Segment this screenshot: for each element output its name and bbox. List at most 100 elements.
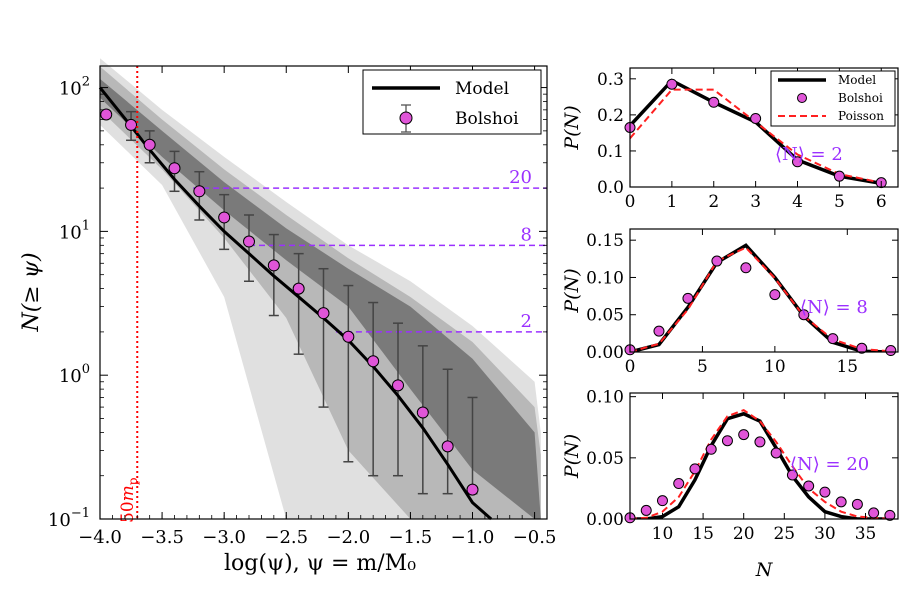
bolshoi-point [193, 185, 206, 198]
inner-band [100, 78, 541, 519]
pn-legend-label: Model [838, 73, 876, 87]
pn-x-axis-label: N [755, 559, 774, 581]
pn-panel-mean-2: 0 1 2 3 4 5 6 0.0 0.1 0.2 0.3 P(N) ⟨N⟩ = 2 Model Bolsh… [561, 67, 899, 212]
bolshoi-point [125, 118, 138, 131]
pn-bolshoi-point [721, 435, 733, 447]
pn-y-axis-label: P(N) [561, 105, 583, 150]
pn-plot-frame [629, 67, 899, 188]
legend-bolshoi-label: Bolshoi [455, 109, 519, 129]
pn-y-tick-label: 0.10 [586, 388, 624, 408]
bolshoi-point [267, 259, 280, 272]
pn-x-tick-label: 15 [836, 357, 858, 377]
pn-bolshoi-point [856, 342, 868, 354]
x-tick-label: −2.0 [326, 527, 370, 548]
pn-x-tick-label: 20 [733, 524, 755, 544]
pn-bolshoi-point [708, 96, 720, 108]
bolshoi-point [466, 483, 479, 496]
main-y-ticks: 102 101 100 10−1 [48, 75, 547, 531]
pn-x-tick-label: 35 [855, 524, 877, 544]
pn-x-tick-label: 10 [652, 524, 674, 544]
bolshoi-point [367, 355, 380, 368]
model-scatter-bands [100, 58, 541, 519]
pn-x-tick-label: 0 [625, 357, 636, 377]
threshold-label: 20 [509, 167, 532, 188]
mass-resolution-label: 50mp [118, 477, 140, 523]
pn-y-tick-label: 0.0 [597, 178, 624, 198]
pn-bolshoi-point [769, 289, 781, 301]
pn-bolshoi-point [827, 333, 839, 345]
x-tick-label: −1.0 [451, 527, 495, 548]
main-x-axis-label: log(ψ), ψ = m/M₀ [224, 551, 416, 576]
x-tick-label: −1.5 [389, 527, 433, 548]
pn-x-tick-label: 25 [773, 524, 795, 544]
pn-y-tick-label: 0.00 [586, 510, 624, 530]
threshold-label: 2 [521, 311, 532, 332]
y-tick-label: 101 [59, 218, 90, 243]
pn-legend: Model Bolshoi Poisson [770, 70, 896, 127]
x-tick-label: −3.5 [140, 527, 184, 548]
pn-bolshoi-point [640, 504, 652, 516]
model-line [98, 86, 493, 521]
x-tick-label: −4.0 [78, 527, 122, 548]
legend-model-label: Model [455, 79, 509, 99]
pn-legend-label: Bolshoi [838, 91, 883, 105]
x-tick-label: −2.5 [264, 527, 308, 548]
pn-bolshoi-point [754, 436, 766, 448]
pn-x-tick-label: 1 [666, 192, 677, 212]
pn-bolshoi-point [786, 469, 798, 481]
pn-bolshoi-point [750, 112, 762, 124]
pn-x-tick-label: 5 [834, 192, 845, 212]
pn-y-tick-label: 0.00 [586, 343, 624, 363]
bolshoi-point [317, 307, 330, 320]
pn-x-tick-label: 5 [697, 357, 708, 377]
x-tick-label: −3.0 [202, 527, 246, 548]
pn-x-tick-label: 6 [876, 192, 887, 212]
pn-poisson-line [630, 409, 890, 519]
pn-bolshoi-point [792, 156, 803, 168]
bolshoi-points [100, 108, 479, 496]
y-tick-label: 102 [59, 75, 90, 100]
pn-bolshoi-point [819, 486, 831, 498]
pn-bolshoi-point [835, 496, 847, 508]
pn-bolshoi-point [738, 429, 750, 441]
pn-y-axis-label: P(N) [561, 268, 583, 313]
main-x-ticks: −4.0 −3.5 −3.0 −2.5 −2.0 −1.5 −1.0 −0.5 [78, 66, 556, 548]
pn-plot-area [630, 409, 890, 519]
pn-y-tick-label: 0.3 [597, 70, 624, 90]
pn-bolshoi-point [851, 498, 863, 510]
bolshoi-point [292, 282, 305, 295]
bolshoi-point [392, 379, 404, 392]
pn-bolshoi-point [740, 262, 752, 274]
pn-bolshoi-point [711, 255, 723, 267]
pn-y-tick-label: 0.2 [597, 106, 624, 126]
pn-panel-mean-20: 10 15 20 25 30 35 0.00 0.05 0.10 P(N) ⟨N⟩ = 20 N [561, 388, 899, 581]
pn-mean-annotation: ⟨N⟩ = 20 [790, 454, 869, 475]
pn-bolshoi-point [682, 292, 694, 304]
pn-bolshoi-point [689, 463, 701, 475]
bolshoi-point [416, 406, 429, 419]
pn-bolshoi-point [884, 509, 896, 521]
pn-y-tick-label: 0.1 [597, 142, 624, 162]
pn-x-tick-label: 10 [764, 357, 786, 377]
bolshoi-point [168, 162, 181, 175]
pn-panel-mean-8: 0 5 10 15 0.00 0.05 0.10 0.15P(N) ⟨N⟩ = 8 [561, 228, 899, 377]
main-y-axis-label: N(≥ ψ) [19, 252, 44, 332]
pn-bolshoi-point [803, 480, 815, 492]
occupation-threshold-lines [193, 187, 547, 333]
bolshoi-point [218, 211, 231, 224]
pn-x-tick-label: 4 [792, 192, 803, 212]
pn-plot-frame [629, 392, 899, 520]
bolshoi-point [342, 330, 355, 343]
bolshoi-point [441, 440, 454, 453]
pn-bolshoi-point [798, 309, 810, 321]
pn-x-tick-label: 2 [708, 192, 719, 212]
main-legend: Model Bolshoi [362, 69, 542, 135]
pn-bolshoi-point [656, 495, 668, 507]
pn-bolshoi-point [705, 443, 717, 455]
pn-x-tick-label: 30 [814, 524, 836, 544]
y-tick-label: 10−1 [48, 506, 90, 531]
y-tick-label: 100 [59, 362, 90, 387]
bolshoi-point [100, 108, 113, 121]
